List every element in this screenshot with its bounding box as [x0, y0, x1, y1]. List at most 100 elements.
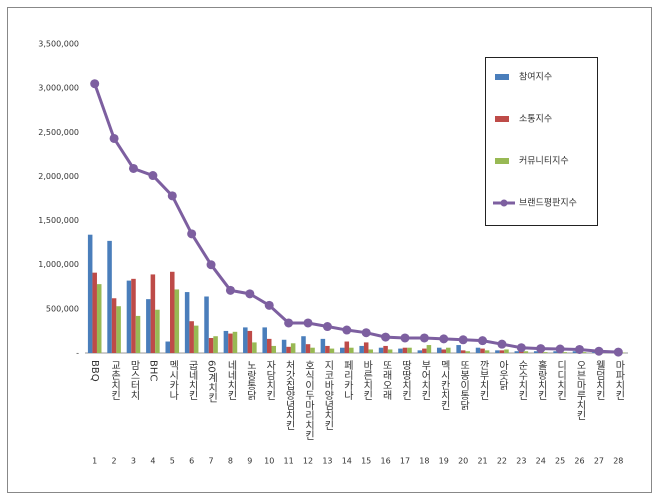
bar — [562, 352, 567, 353]
bar — [514, 351, 520, 353]
x-tick-label: 바른치킨 — [361, 360, 373, 400]
rank-label: 12 — [303, 457, 313, 466]
bar — [446, 347, 451, 353]
line-marker — [284, 318, 294, 328]
bar — [368, 349, 373, 353]
bar — [344, 341, 350, 353]
line-marker — [206, 260, 216, 270]
bar — [135, 315, 141, 353]
x-tick-label: 오븐마루치킨 — [574, 360, 586, 420]
x-tick-label: 자담치킨 — [264, 360, 276, 400]
rank-label: 15 — [361, 457, 371, 466]
bar — [387, 349, 393, 353]
bar — [504, 349, 509, 353]
x-tick-label: 깐부치킨 — [477, 360, 489, 400]
line-marker — [361, 328, 371, 338]
rank-label: 13 — [322, 457, 332, 466]
x-tick-label: 디디치킨 — [555, 360, 567, 400]
x-tick-label: 또래오래 — [380, 360, 392, 401]
line-marker — [264, 300, 274, 310]
x-tick-label: 또봉이통닭 — [458, 360, 470, 411]
x-tick-label: 60계치킨 — [206, 360, 218, 403]
legend-label: 커뮤니티지수 — [519, 156, 569, 167]
rank-label: 20 — [458, 457, 468, 466]
legend-swatch — [495, 116, 509, 122]
bar — [208, 337, 214, 353]
bar — [383, 345, 388, 353]
rank-label: 24 — [536, 457, 546, 466]
y-tick-label: 3,500,000 — [38, 40, 79, 49]
legend-swatch — [495, 158, 509, 164]
bar — [465, 351, 470, 353]
line-marker — [613, 347, 623, 357]
rank-label: 1 — [92, 457, 97, 466]
rank-label: 19 — [439, 457, 449, 466]
bar — [87, 234, 93, 353]
bar — [533, 351, 539, 353]
rank-label: 11 — [284, 457, 294, 466]
y-tick-label: 500,000 — [46, 304, 79, 313]
bar — [456, 345, 461, 353]
rank-label: 25 — [555, 457, 565, 466]
rank-label: 23 — [516, 457, 526, 466]
bar — [126, 280, 132, 353]
bar — [378, 347, 384, 353]
bar — [223, 330, 229, 353]
rank-label: 27 — [594, 457, 604, 466]
rank-label: 21 — [477, 457, 487, 466]
bar — [460, 350, 466, 353]
bar — [499, 350, 505, 353]
x-tick-label: 마파치킨 — [613, 360, 625, 400]
x-tick-label: 처갓집양념치킨 — [283, 360, 295, 430]
line-marker — [167, 191, 177, 201]
bar — [310, 347, 315, 353]
bar — [407, 347, 412, 353]
bar — [266, 338, 272, 353]
bar — [271, 345, 277, 353]
bar — [441, 349, 447, 353]
bar — [150, 274, 156, 353]
rank-label: 10 — [264, 457, 274, 466]
line-marker — [536, 344, 546, 354]
bar — [523, 351, 529, 353]
bar — [402, 347, 408, 353]
legend-label: 브랜드평판지수 — [519, 198, 577, 209]
bar — [243, 327, 248, 353]
x-tick-label: 네네치킨 — [225, 360, 237, 400]
bar — [426, 345, 432, 353]
line-marker — [594, 346, 604, 356]
line-marker — [555, 344, 565, 354]
bar — [340, 347, 345, 353]
x-tick-label: BHC — [147, 360, 158, 381]
line-marker — [381, 332, 391, 342]
line-marker — [128, 163, 138, 173]
rank-label: 17 — [400, 457, 410, 466]
bar — [155, 309, 160, 353]
bar — [131, 278, 136, 353]
legend-box — [485, 57, 598, 226]
bar — [359, 345, 364, 353]
bar — [305, 344, 311, 353]
bar — [542, 352, 548, 353]
bar — [170, 271, 175, 353]
bar — [398, 348, 403, 353]
bar — [174, 289, 180, 353]
bar — [116, 306, 121, 353]
bar — [301, 336, 306, 353]
y-tick-label: - — [76, 349, 79, 358]
bar — [592, 352, 597, 353]
line-marker — [516, 343, 526, 353]
rank-label: 3 — [131, 457, 136, 466]
x-tick-label: 멕시카나 — [167, 360, 179, 401]
bar — [329, 348, 335, 353]
x-tick-label: 굽네치킨 — [186, 360, 198, 400]
line-marker — [90, 79, 100, 89]
bar — [193, 325, 199, 353]
rank-label: 6 — [189, 457, 194, 466]
legend-label: 소통지수 — [519, 114, 552, 125]
line-marker — [497, 339, 507, 349]
x-tick-label: 순수치킨 — [516, 360, 528, 400]
x-tick-label: 지코바양념치킨 — [322, 360, 334, 430]
